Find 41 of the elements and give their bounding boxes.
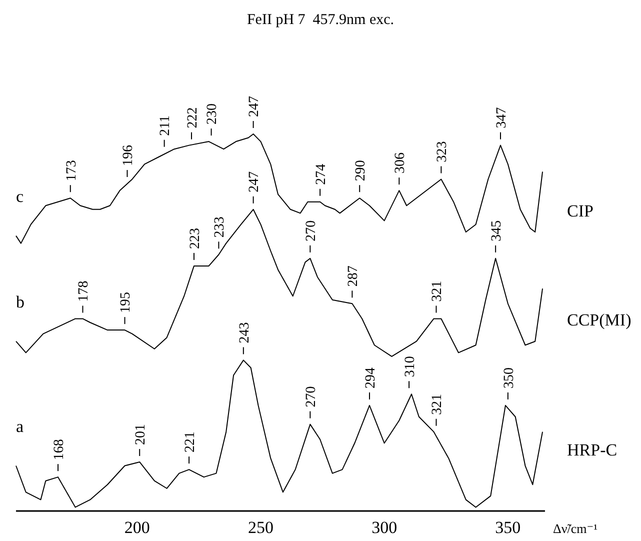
annotation: 173 <box>64 160 80 182</box>
x-tick-label: 350 <box>495 518 521 537</box>
annotation: 350 <box>502 367 517 388</box>
x-tick-label: 250 <box>248 518 274 537</box>
annotation: 270 <box>304 386 320 408</box>
annotation: 223 <box>188 228 203 249</box>
series-label: CIP <box>567 201 594 220</box>
annotation: 310 <box>402 356 418 378</box>
annotation: 230 <box>205 104 220 125</box>
annotation: 294 <box>363 367 378 388</box>
annotation: 247 <box>247 96 262 117</box>
annotation: 321 <box>430 394 446 415</box>
annotation: 321 <box>430 280 446 302</box>
annotation: 323 <box>435 141 450 162</box>
x-tick-label: 200 <box>124 518 150 537</box>
series-label: HRP-C <box>567 440 618 460</box>
annotation: 233 <box>212 216 228 238</box>
annotation: 287 <box>346 266 362 287</box>
annotation: 221 <box>182 432 198 453</box>
annotation: 222 <box>185 107 200 128</box>
annotation: 196 <box>121 145 136 166</box>
chart-title: FeII pH 7 457.9nm exc. <box>246 12 394 28</box>
annotation: 243 <box>237 322 252 344</box>
annotation: 347 <box>494 107 510 128</box>
annotation: 274 <box>314 164 329 185</box>
x-tick-label: 300 <box>372 518 398 537</box>
annotation: c <box>16 186 24 206</box>
annotation: 290 <box>354 160 369 182</box>
annotation: a <box>16 416 24 436</box>
annotation: 168 <box>52 439 67 460</box>
annotation: b <box>16 292 24 312</box>
annotation: 306 <box>393 152 408 174</box>
annotation: 211 <box>158 115 174 136</box>
annotation: 201 <box>134 424 148 445</box>
annotation: 345 <box>489 220 504 242</box>
series-label: CCP(MI) <box>567 310 632 330</box>
annotation: 195 <box>118 292 134 314</box>
annotation: 270 <box>304 220 320 242</box>
x-axis-title: Δν̃/cm⁻¹ <box>553 521 598 536</box>
annotation: 178 <box>76 280 92 302</box>
annotation: 247 <box>247 171 262 192</box>
